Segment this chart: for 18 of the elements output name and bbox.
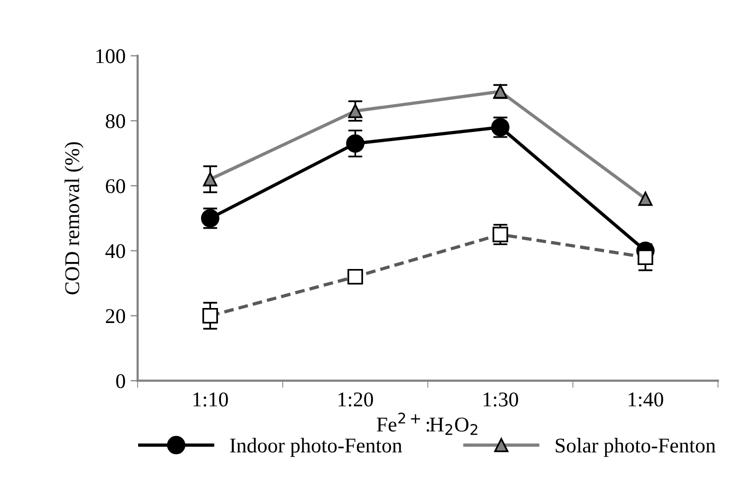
y-tick-label: 100 (96, 49, 126, 64)
point (346, 134, 364, 153)
x-tick-label: 1:30 (484, 392, 518, 407)
y-tick-label: 0 (116, 374, 126, 388)
point (638, 192, 653, 206)
legend-label: Solar photo-Fenton (556, 438, 716, 457)
point (203, 172, 218, 186)
y-tick-label: 40 (105, 244, 126, 258)
legend-label: Indoor photo-Fenton (230, 438, 402, 457)
x-tick-label: 1:10 (193, 392, 228, 407)
y-tick-label: 80 (106, 114, 126, 128)
y-axis-title: COD removal (%) (64, 142, 84, 294)
x-tick-label: 1:20 (338, 392, 373, 407)
point (348, 104, 362, 118)
x-axis-title: Fe$^{2+}$:H$_{2}$O$_{2}$ (376, 412, 478, 435)
x-tick-label: 1:40 (628, 392, 664, 407)
y-tick-label: 60 (106, 179, 126, 194)
y-tick-label: 20 (106, 309, 126, 324)
